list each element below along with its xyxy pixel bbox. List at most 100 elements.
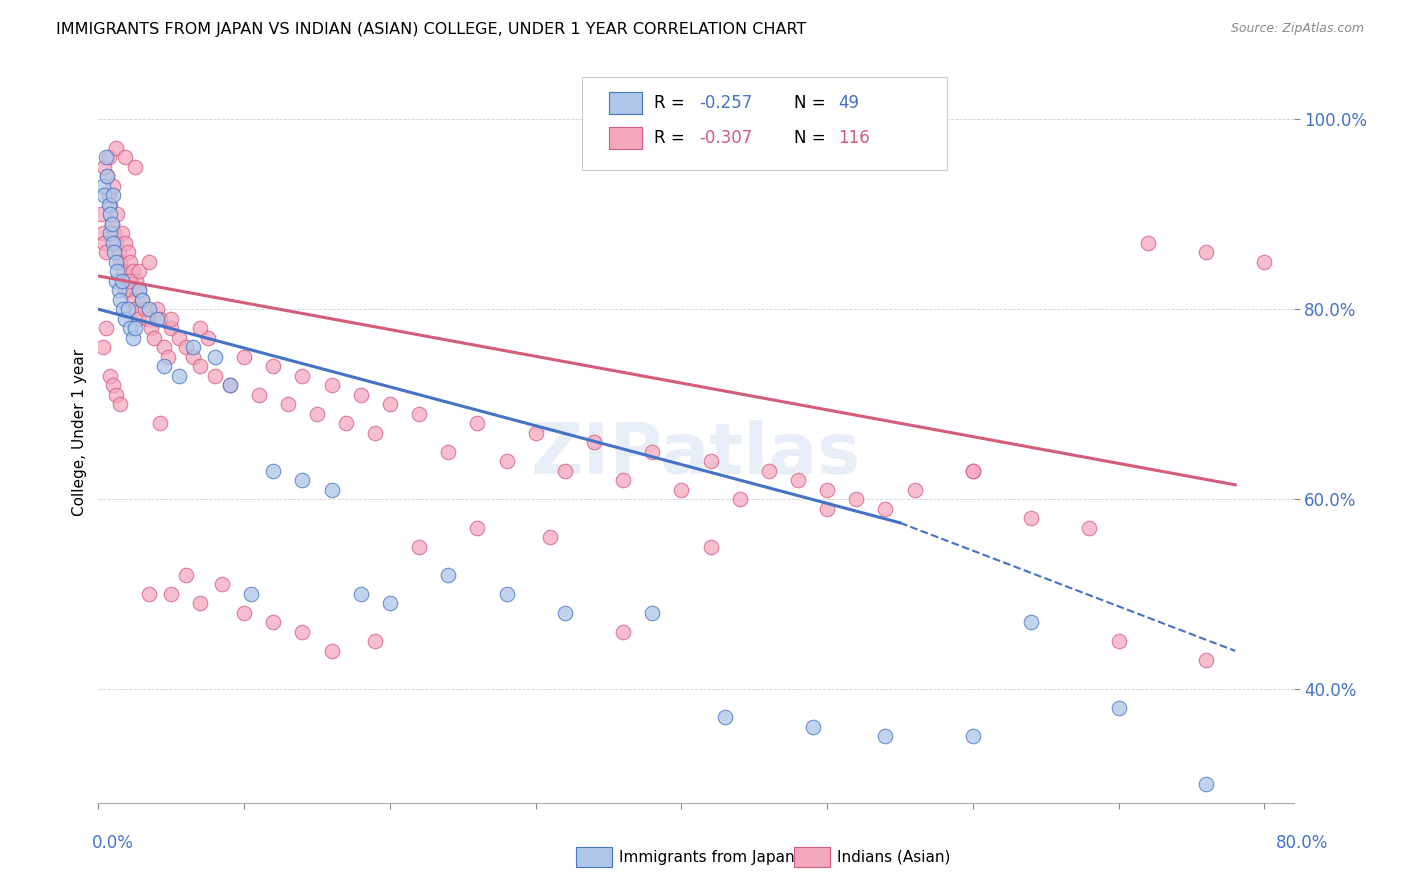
Point — [149, 416, 172, 430]
Point — [612, 473, 634, 487]
Point — [181, 350, 204, 364]
Point — [524, 425, 547, 440]
Point — [218, 378, 240, 392]
Point — [111, 274, 134, 288]
Point — [101, 188, 124, 202]
Point — [1136, 235, 1159, 250]
Point — [160, 311, 183, 326]
Point — [291, 368, 314, 383]
Point — [101, 378, 124, 392]
Point — [167, 331, 190, 345]
Point — [262, 359, 284, 374]
Point — [240, 587, 263, 601]
Point — [167, 368, 190, 383]
FancyBboxPatch shape — [576, 847, 612, 867]
Point — [91, 340, 114, 354]
Point — [538, 530, 561, 544]
Point — [335, 416, 357, 430]
Point — [98, 207, 121, 221]
Point — [875, 501, 897, 516]
Point — [1195, 777, 1218, 791]
Point — [728, 491, 751, 506]
Point — [112, 302, 135, 317]
Point — [845, 491, 868, 506]
Point — [787, 473, 810, 487]
Point — [1253, 254, 1275, 268]
Point — [350, 587, 373, 601]
Point — [104, 235, 127, 250]
Text: IMMIGRANTS FROM JAPAN VS INDIAN (ASIAN) COLLEGE, UNDER 1 YEAR CORRELATION CHART: IMMIGRANTS FROM JAPAN VS INDIAN (ASIAN) … — [56, 22, 807, 37]
Point — [93, 188, 115, 202]
Point — [174, 568, 197, 582]
Point — [96, 169, 118, 184]
Point — [582, 435, 605, 450]
Point — [131, 293, 153, 307]
Text: -0.257: -0.257 — [700, 95, 752, 112]
Text: 80.0%: 80.0% — [1277, 834, 1329, 852]
Point — [97, 198, 120, 212]
Point — [378, 397, 401, 411]
Point — [94, 150, 117, 164]
Point — [108, 283, 131, 297]
Point — [758, 464, 780, 478]
Point — [157, 350, 180, 364]
Text: N =: N = — [794, 129, 831, 147]
Point — [120, 321, 142, 335]
Point — [467, 520, 489, 534]
Point — [467, 416, 489, 430]
Text: ZIPatlas: ZIPatlas — [531, 420, 860, 490]
Point — [204, 350, 226, 364]
Point — [197, 331, 219, 345]
Point — [962, 464, 984, 478]
Text: 49: 49 — [838, 95, 859, 112]
Text: Immigrants from Japan: Immigrants from Japan — [619, 850, 794, 864]
Point — [262, 615, 284, 630]
Point — [641, 444, 664, 458]
Point — [714, 710, 737, 724]
Point — [124, 321, 146, 335]
Point — [408, 407, 430, 421]
Point — [104, 254, 127, 268]
Point — [91, 178, 114, 193]
Point — [145, 311, 167, 326]
Point — [153, 340, 176, 354]
Point — [98, 198, 121, 212]
Point — [101, 178, 124, 193]
Point — [112, 264, 135, 278]
Point — [120, 254, 142, 268]
Point — [305, 407, 328, 421]
Point — [247, 387, 270, 401]
Point — [262, 464, 284, 478]
Text: Indians (Asian): Indians (Asian) — [837, 850, 950, 864]
Point — [190, 321, 212, 335]
Point — [131, 293, 153, 307]
Text: 0.0%: 0.0% — [91, 834, 134, 852]
Point — [103, 245, 125, 260]
Point — [117, 245, 139, 260]
Point — [120, 274, 142, 288]
Point — [138, 254, 160, 268]
FancyBboxPatch shape — [794, 847, 830, 867]
Point — [114, 311, 136, 326]
Point — [108, 245, 131, 260]
FancyBboxPatch shape — [609, 127, 643, 149]
Point — [124, 160, 146, 174]
Point — [111, 227, 134, 241]
Point — [142, 331, 165, 345]
Point — [903, 483, 925, 497]
Point — [364, 634, 387, 648]
Point — [114, 150, 136, 164]
FancyBboxPatch shape — [582, 78, 948, 169]
Point — [612, 624, 634, 639]
Point — [128, 264, 150, 278]
Point — [378, 597, 401, 611]
Point — [128, 283, 150, 297]
Point — [100, 217, 122, 231]
Point — [1078, 520, 1101, 534]
Point — [321, 483, 343, 497]
Point — [291, 624, 314, 639]
Text: R =: R = — [654, 95, 690, 112]
Point — [104, 141, 127, 155]
Point — [1108, 634, 1130, 648]
Point — [110, 397, 132, 411]
